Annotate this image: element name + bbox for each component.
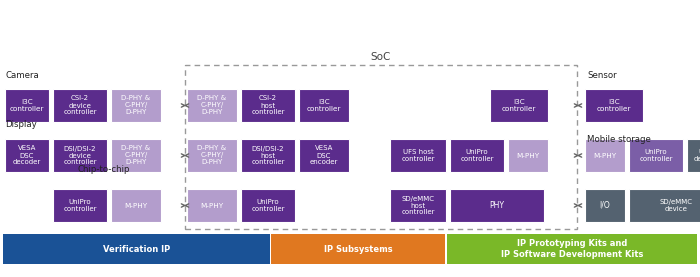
Text: D-PHY &
C-PHY/
D-PHY: D-PHY & C-PHY/ D-PHY <box>197 96 227 116</box>
Bar <box>111 139 161 172</box>
Text: SD/eMMC
host
controller: SD/eMMC host controller <box>401 196 435 216</box>
Text: M-PHY: M-PHY <box>517 153 540 158</box>
Bar <box>241 189 295 222</box>
Text: D-PHY &
C-PHY/
D-PHY: D-PHY & C-PHY/ D-PHY <box>121 145 150 165</box>
Bar <box>5 139 49 172</box>
Text: SD/eMMC
device: SD/eMMC device <box>659 199 692 212</box>
Text: UniPro
controller: UniPro controller <box>461 149 494 162</box>
Bar <box>111 89 161 122</box>
Text: I3C
controller: I3C controller <box>502 99 536 112</box>
Text: Camera: Camera <box>5 71 38 80</box>
Bar <box>585 89 643 122</box>
Text: D-PHY &
C-PHY/
D-PHY: D-PHY & C-PHY/ D-PHY <box>197 145 227 165</box>
Bar <box>53 139 107 172</box>
Text: SoC: SoC <box>371 52 391 62</box>
Bar <box>629 189 700 222</box>
Text: M-PHY: M-PHY <box>125 202 148 209</box>
Bar <box>187 89 237 122</box>
Text: I/O: I/O <box>600 201 610 210</box>
Text: VESA
DSC
decoder: VESA DSC decoder <box>13 145 41 165</box>
Text: DSI/DSI-2
device
controller: DSI/DSI-2 device controller <box>63 145 97 165</box>
Text: M-PHY: M-PHY <box>594 153 617 158</box>
Text: UniPro
controller: UniPro controller <box>251 199 285 212</box>
Text: I3C
controller: I3C controller <box>10 99 44 112</box>
Bar <box>687 139 700 172</box>
Bar <box>53 89 107 122</box>
Bar <box>111 189 161 222</box>
Text: M-PHY: M-PHY <box>200 202 223 209</box>
Text: D-PHY &
C-PHY/
D-PHY: D-PHY & C-PHY/ D-PHY <box>121 96 150 116</box>
Bar <box>629 139 683 172</box>
Bar <box>187 189 237 222</box>
Text: IP Prototyping Kits and
IP Software Development Kits: IP Prototyping Kits and IP Software Deve… <box>500 239 643 259</box>
Bar <box>185 65 577 229</box>
Bar <box>585 189 625 222</box>
Bar <box>5 89 49 122</box>
Bar <box>53 189 107 222</box>
Bar <box>450 139 504 172</box>
Text: VESA
DSC
encoder: VESA DSC encoder <box>310 145 338 165</box>
Bar <box>508 139 548 172</box>
Text: Verification IP: Verification IP <box>103 245 170 253</box>
Bar <box>490 89 548 122</box>
Text: CSI-2
host
controller: CSI-2 host controller <box>251 96 285 116</box>
Bar <box>447 234 697 264</box>
Text: UniPro
controller: UniPro controller <box>639 149 673 162</box>
Bar <box>241 89 295 122</box>
Bar <box>3 234 270 264</box>
Bar <box>390 139 446 172</box>
Bar <box>187 139 237 172</box>
Text: Mobile storage: Mobile storage <box>587 135 651 144</box>
Text: Chip-to-chip: Chip-to-chip <box>78 165 130 174</box>
Bar <box>299 89 349 122</box>
Text: UFS
device: UFS device <box>694 149 700 162</box>
Bar <box>241 139 295 172</box>
Text: I3C
controller: I3C controller <box>307 99 342 112</box>
Bar <box>271 234 445 264</box>
Text: PHY: PHY <box>489 201 505 210</box>
Text: UFS host
controller: UFS host controller <box>401 149 435 162</box>
Bar <box>390 189 446 222</box>
Text: DSI/DSI-2
host
controller: DSI/DSI-2 host controller <box>251 145 285 165</box>
Bar <box>299 139 349 172</box>
Bar <box>585 139 625 172</box>
Text: UniPro
controller: UniPro controller <box>63 199 97 212</box>
Text: Display: Display <box>5 120 36 129</box>
Bar <box>450 189 544 222</box>
Text: CSI-2
device
controller: CSI-2 device controller <box>63 96 97 116</box>
Text: I3C
controller: I3C controller <box>596 99 631 112</box>
Text: IP Subsystems: IP Subsystems <box>323 245 392 253</box>
Text: Sensor: Sensor <box>587 71 617 80</box>
